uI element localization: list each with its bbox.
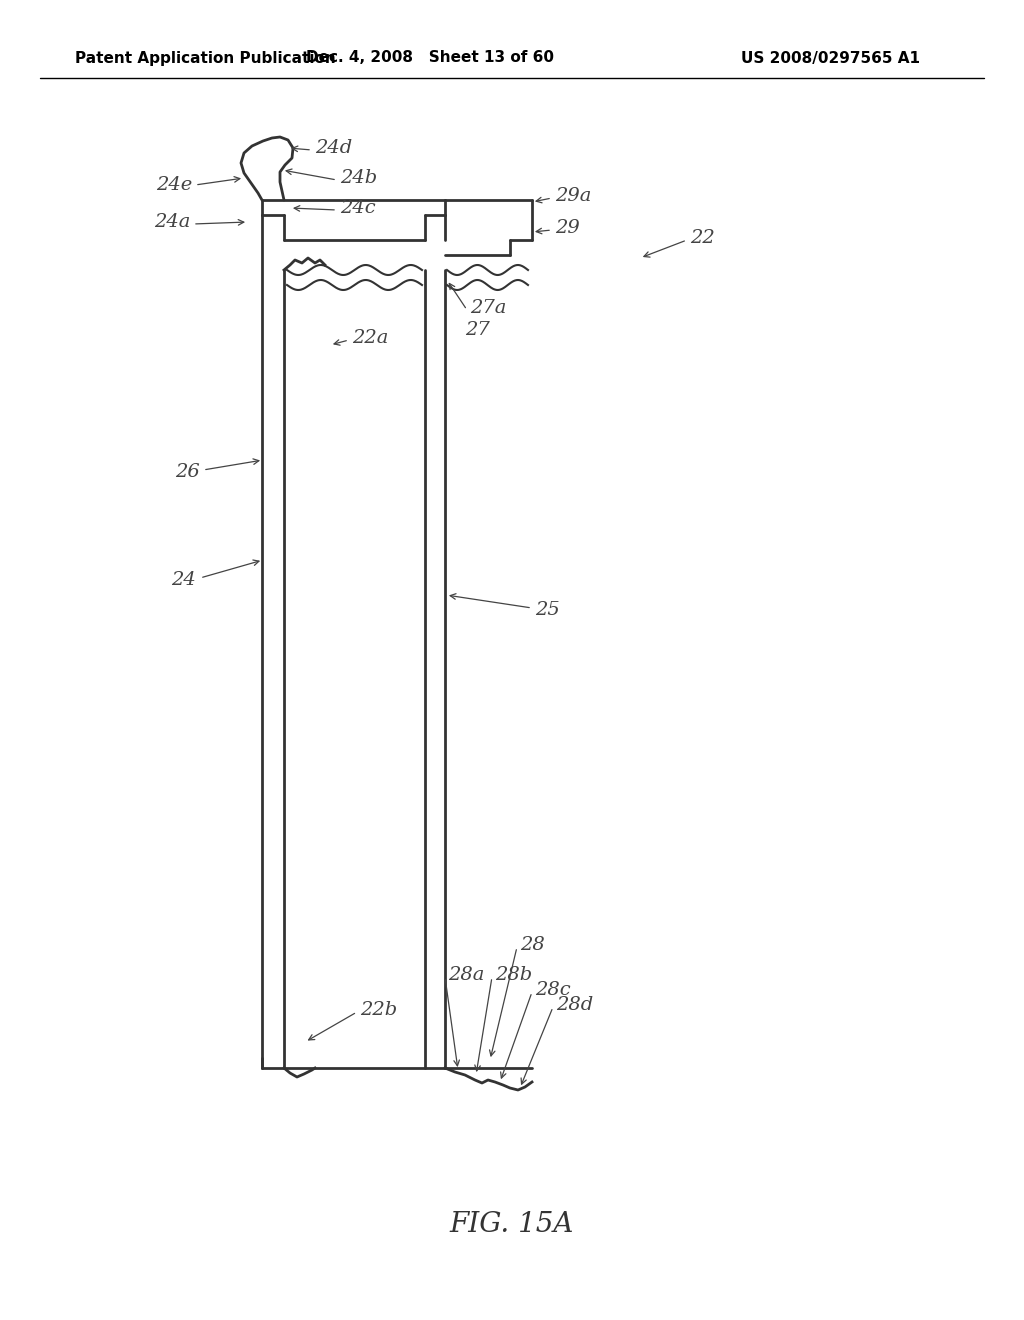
Text: 28b: 28b [495, 966, 532, 983]
Text: 27a: 27a [470, 300, 507, 317]
Text: 25: 25 [535, 601, 560, 619]
Text: 24: 24 [171, 572, 196, 589]
Text: 22b: 22b [360, 1001, 397, 1019]
Text: 24c: 24c [340, 199, 376, 216]
Text: US 2008/0297565 A1: US 2008/0297565 A1 [741, 50, 920, 66]
Text: 29a: 29a [555, 187, 592, 205]
Text: Dec. 4, 2008   Sheet 13 of 60: Dec. 4, 2008 Sheet 13 of 60 [306, 50, 554, 66]
Text: 28a: 28a [449, 966, 484, 983]
Text: FIG. 15A: FIG. 15A [450, 1212, 574, 1238]
Text: 28d: 28d [556, 997, 593, 1014]
Text: 24a: 24a [154, 213, 190, 231]
Text: 28: 28 [520, 936, 545, 954]
Text: 22a: 22a [352, 329, 388, 347]
Text: 28c: 28c [535, 981, 570, 999]
Text: 24b: 24b [340, 169, 377, 187]
Text: 22: 22 [690, 228, 715, 247]
Text: 24d: 24d [315, 139, 352, 157]
Text: 29: 29 [555, 219, 580, 238]
Text: 26: 26 [175, 463, 200, 480]
Text: Patent Application Publication: Patent Application Publication [75, 50, 336, 66]
Text: 24e: 24e [156, 176, 193, 194]
Text: 27: 27 [465, 321, 489, 339]
